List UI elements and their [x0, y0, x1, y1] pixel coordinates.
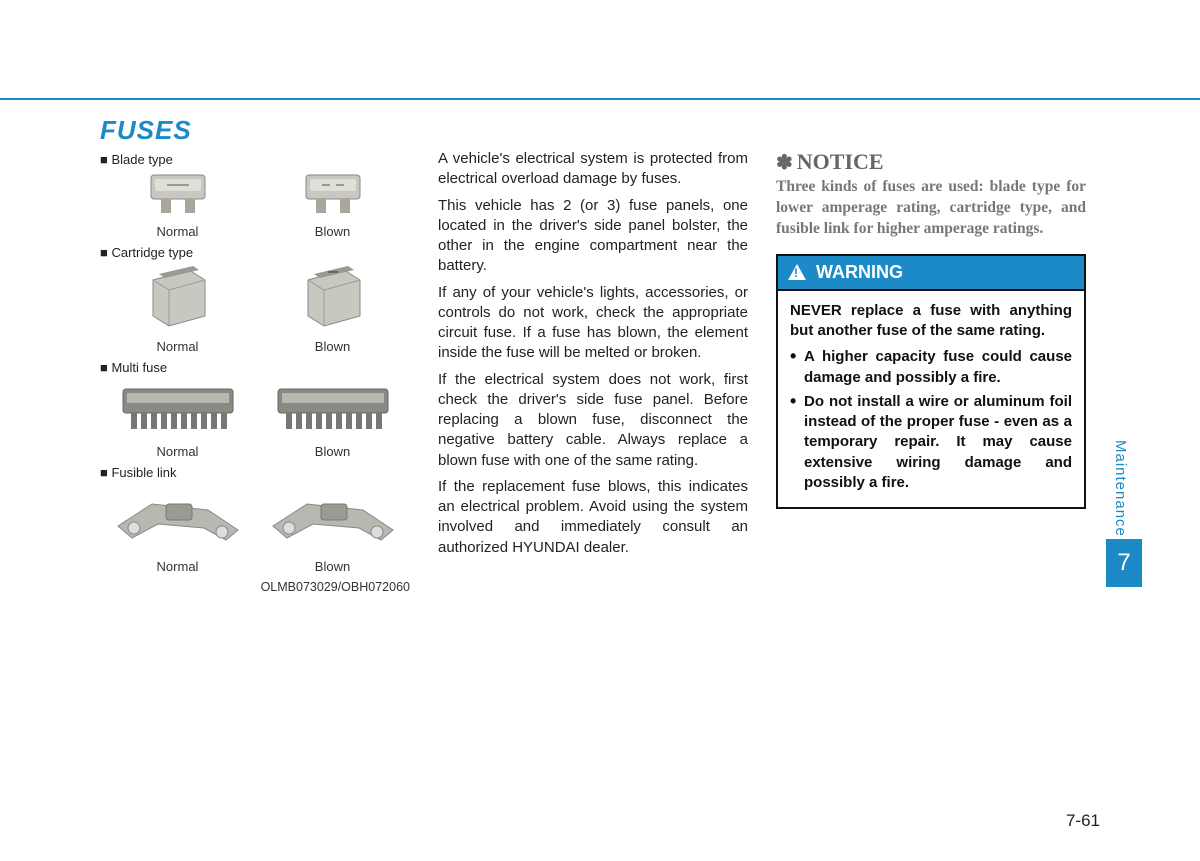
body-para-1: A vehicle's electrical system is protect…: [438, 149, 748, 190]
fuse-multi-normal: Normal: [113, 377, 243, 459]
caption-blown: Blown: [268, 444, 398, 459]
fusible-link-normal-icon: [108, 482, 248, 552]
warning-lead: NEVER replace a fuse with anything but a…: [790, 301, 1072, 342]
warning-header: WARNING: [778, 256, 1084, 291]
fuse-label-multi: ■ Multi fuse: [100, 360, 410, 375]
fuse-group-cartridge: ■ Cartridge type Normal: [100, 245, 410, 354]
notice-body: Three kinds of fuses are used: blade typ…: [776, 177, 1086, 240]
caption-normal: Normal: [143, 224, 213, 239]
fuse-link-normal: Normal: [108, 482, 248, 574]
fuse-group-multi: ■ Multi fuse Normal: [100, 360, 410, 459]
multi-fuse-blown-icon: [268, 377, 398, 437]
fuse-group-blade: ■ Blade type Normal: [100, 152, 410, 239]
chapter-number: 7: [1106, 539, 1142, 587]
fuse-cartridge-normal: Normal: [139, 262, 217, 354]
warning-bullet-list: A higher capacity fuse could cause damag…: [790, 347, 1072, 493]
body-para-4: If the electrical system does not work, …: [438, 370, 748, 471]
body-para-3: If any of your vehicle's lights, accesso…: [438, 283, 748, 364]
fuse-link-blown: Blown: [263, 482, 403, 574]
warning-body: NEVER replace a fuse with anything but a…: [778, 291, 1084, 507]
fuse-blade-normal: Normal: [143, 169, 213, 239]
header-rule: [0, 98, 1200, 100]
page-content: FUSES ■ Blade type Normal: [100, 115, 1100, 594]
fuse-label-cartridge: ■ Cartridge type: [100, 245, 410, 260]
body-text-column: A vehicle's electrical system is protect…: [438, 115, 748, 594]
section-title: FUSES: [100, 115, 410, 146]
chapter-side-tab: Maintenance 7: [1106, 440, 1142, 587]
caption-blown: Blown: [298, 224, 368, 239]
notice-warning-column: ✽NOTICE Three kinds of fuses are used: b…: [776, 115, 1086, 594]
caption-normal: Normal: [139, 339, 217, 354]
fuse-multi-blown: Blown: [268, 377, 398, 459]
warning-bullet-1: A higher capacity fuse could cause damag…: [790, 347, 1072, 388]
notice-heading-text: NOTICE: [797, 149, 884, 174]
caption-normal: Normal: [108, 559, 248, 574]
fusible-link-blown-icon: [263, 482, 403, 552]
caption-blown: Blown: [263, 559, 403, 574]
chapter-label: Maintenance: [1112, 440, 1129, 537]
fuse-group-link: ■ Fusible link Normal: [100, 465, 410, 574]
fuse-diagram-column: FUSES ■ Blade type Normal: [100, 115, 410, 594]
body-para-2: This vehicle has 2 (or 3) fuse panels, o…: [438, 196, 748, 277]
blade-fuse-blown-icon: [298, 169, 368, 217]
blade-fuse-normal-icon: [143, 169, 213, 217]
warning-heading-text: WARNING: [816, 262, 903, 283]
body-para-5: If the replacement fuse blows, this indi…: [438, 477, 748, 558]
fuse-cartridge-blown: Blown: [294, 262, 372, 354]
diagram-id: OLMB073029/OBH072060: [100, 580, 410, 594]
cartridge-fuse-normal-icon: [139, 262, 217, 332]
warning-triangle-icon: [788, 264, 806, 280]
warning-bullet-2: Do not install a wire or aluminum foil i…: [790, 392, 1072, 493]
fuse-blade-blown: Blown: [298, 169, 368, 239]
multi-fuse-normal-icon: [113, 377, 243, 437]
fuse-label-link: ■ Fusible link: [100, 465, 410, 480]
cartridge-fuse-blown-icon: [294, 262, 372, 332]
fuse-label-blade: ■ Blade type: [100, 152, 410, 167]
notice-heading: ✽NOTICE: [776, 149, 1086, 175]
warning-box: WARNING NEVER replace a fuse with anythi…: [776, 254, 1086, 509]
page-number: 7-61: [1066, 811, 1100, 831]
notice-star-icon: ✽: [776, 152, 793, 174]
caption-normal: Normal: [113, 444, 243, 459]
caption-blown: Blown: [294, 339, 372, 354]
